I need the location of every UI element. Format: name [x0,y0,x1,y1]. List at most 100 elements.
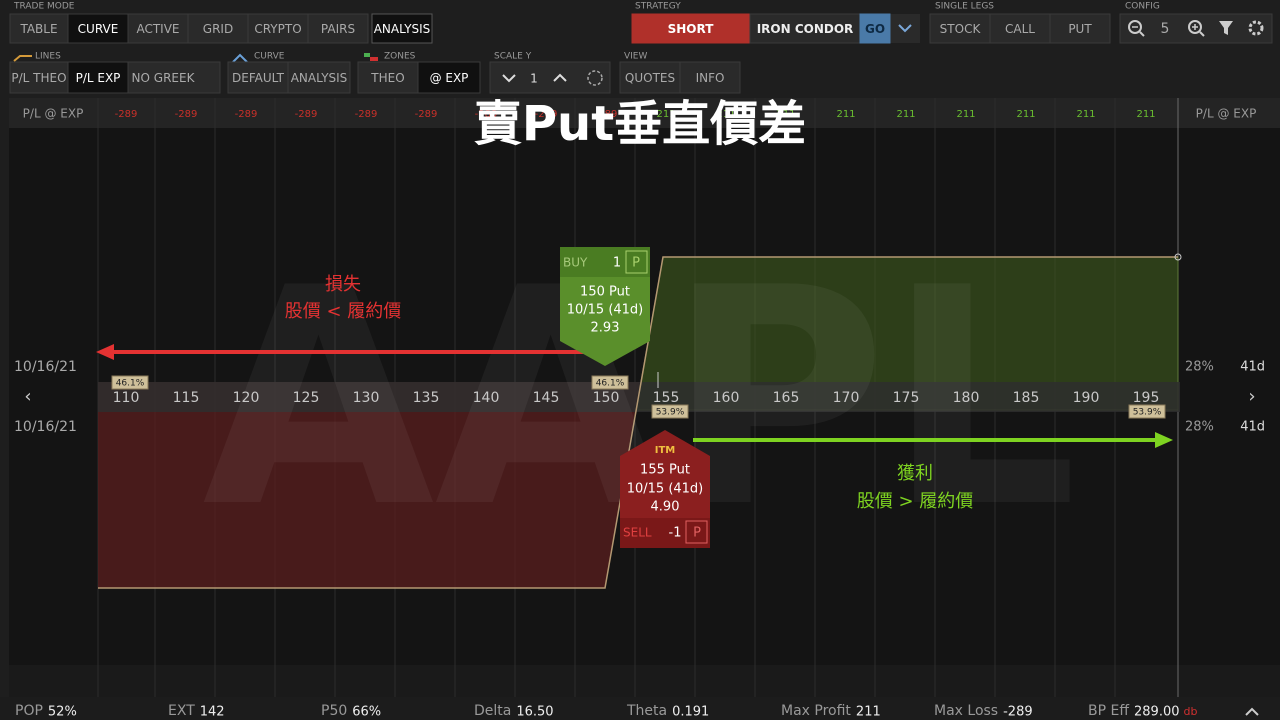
lines-button-bg[interactable] [9,61,69,94]
sell-type-box [685,520,708,544]
strategy-name[interactable]: IRON CONDOR [757,22,854,36]
trade-mode-tab[interactable]: CURVE [78,22,119,36]
probability-label: 28% [1185,420,1214,435]
trade-mode-tab[interactable]: GRID [203,22,233,36]
stat-label: Max Profit [781,703,851,719]
stat-label: EXT [168,703,195,719]
reset-scale-icon[interactable] [587,70,603,86]
trade-mode-tab[interactable]: TABLE [19,22,57,36]
view-button-bg[interactable] [619,61,681,94]
scale-up-icon[interactable] [553,73,567,82]
lines-button[interactable]: P/L EXP [76,71,121,85]
prob-badge: 46.1% [116,379,145,389]
single-leg-button[interactable]: PUT [1068,22,1092,36]
zoom-out-icon[interactable] [1128,20,1142,34]
trade-mode-tab[interactable]: ANALYSIS [374,22,431,36]
pl-value: -289 [115,109,138,120]
stat-label: BP Eff [1088,703,1129,719]
trade-mode-tab-bg[interactable] [67,13,129,44]
stat-value: 0.191 [672,705,709,720]
strike-label: 180 [953,390,980,406]
scale-down-icon[interactable] [502,74,516,83]
prob-badge: 53.9% [1133,408,1162,418]
trade-mode-tab-bg[interactable] [187,13,249,44]
section-label: STRATEGY [635,2,681,12]
lines-button-bg[interactable] [127,61,221,94]
left-rail [0,98,9,697]
curve-button[interactable]: ANALYSIS [291,71,348,85]
stat-label: P50 [321,703,347,719]
strike-label: 110 [113,390,140,406]
pl-header-label: P/L @ EXP [23,107,84,121]
loss-text: 股價 < 履約價 [285,301,402,322]
strike-label: 185 [1013,390,1040,406]
trade-mode-tab[interactable]: ACTIVE [136,22,179,36]
view-button[interactable]: QUOTES [625,71,675,85]
stat-value: 211 [856,705,881,720]
view-button[interactable]: INFO [696,71,725,85]
leg-strike: 155 Put [640,463,690,478]
zones-button[interactable]: @ EXP [430,71,469,85]
expand-icon[interactable] [1245,707,1259,716]
single-leg-button[interactable]: CALL [1005,22,1035,36]
pl-value: -289 [415,109,438,120]
section-label: VIEW [624,52,647,62]
date-label: 10/16/21 [14,359,77,375]
payoff-line [98,256,1178,589]
single-leg-button-bg[interactable] [1049,13,1111,44]
prob-badge: 46.1% [596,379,625,389]
lines-icon [13,55,32,62]
zoom-in-icon[interactable] [1188,20,1202,34]
view-button-bg[interactable] [679,61,741,94]
trade-mode-tab-bg[interactable] [307,13,369,44]
section-label: ZONES [384,52,416,62]
section-label: CURVE [254,52,285,62]
profit-title: 獲利 [897,463,933,484]
strike-label: 130 [353,390,380,406]
strike-label: 195 [1133,390,1160,406]
stat-label: Theta [626,703,667,719]
lines-button[interactable]: P/L THEO [11,71,66,85]
curve-button-bg[interactable] [227,61,289,94]
zones-button-bg[interactable] [357,61,419,94]
settings-icon[interactable] [1248,20,1264,36]
curve-button-bg[interactable] [287,61,351,94]
loss-arrow-head [96,344,114,360]
chart-footer-band [0,665,1280,697]
zones-button[interactable]: THEO [370,71,404,85]
trade-mode-tab-bg[interactable] [9,13,69,44]
pl-value: -289 [355,109,378,120]
pl-value: 211 [836,109,855,120]
curve-button[interactable]: DEFAULT [232,71,285,85]
leg-strike: 150 Put [580,285,630,300]
trade-mode-tab-bg[interactable] [247,13,309,44]
strategy-menu[interactable] [890,14,920,43]
strategy-side[interactable]: SHORT [668,22,715,36]
go-button-bg[interactable] [859,13,891,44]
scroll-right[interactable]: › [1248,386,1255,407]
strike-label: 175 [893,390,920,406]
trade-mode-tab[interactable]: PAIRS [321,22,355,36]
trade-mode-tab-bg[interactable] [371,13,433,44]
stat-value: 289.00 [1134,705,1180,720]
single-leg-button-bg[interactable] [929,13,991,44]
lines-button-bg[interactable] [67,61,129,94]
stat-value: 52% [48,705,77,720]
lines-button[interactable]: NO GREEK [132,71,196,85]
stat-value: 142 [200,705,225,720]
filter-icon[interactable] [1219,21,1233,35]
go-button[interactable]: GO [865,22,885,36]
zones-button-bg[interactable] [417,61,481,94]
stat-suffix: db [1184,705,1198,718]
prob-badge-bg [111,375,149,390]
single-leg-button[interactable]: STOCK [940,22,982,36]
trade-mode-tab[interactable]: CRYPTO [254,22,301,36]
strategy-side-bg[interactable] [631,13,750,44]
zones-icon-red [370,57,378,61]
stat-value: 16.50 [516,705,553,720]
profit-text: 股價 > 履約價 [857,491,974,512]
strike-label: 125 [293,390,320,406]
strike-label: 135 [413,390,440,406]
scroll-left[interactable]: ‹ [24,386,31,407]
section-label: LINES [35,52,61,62]
